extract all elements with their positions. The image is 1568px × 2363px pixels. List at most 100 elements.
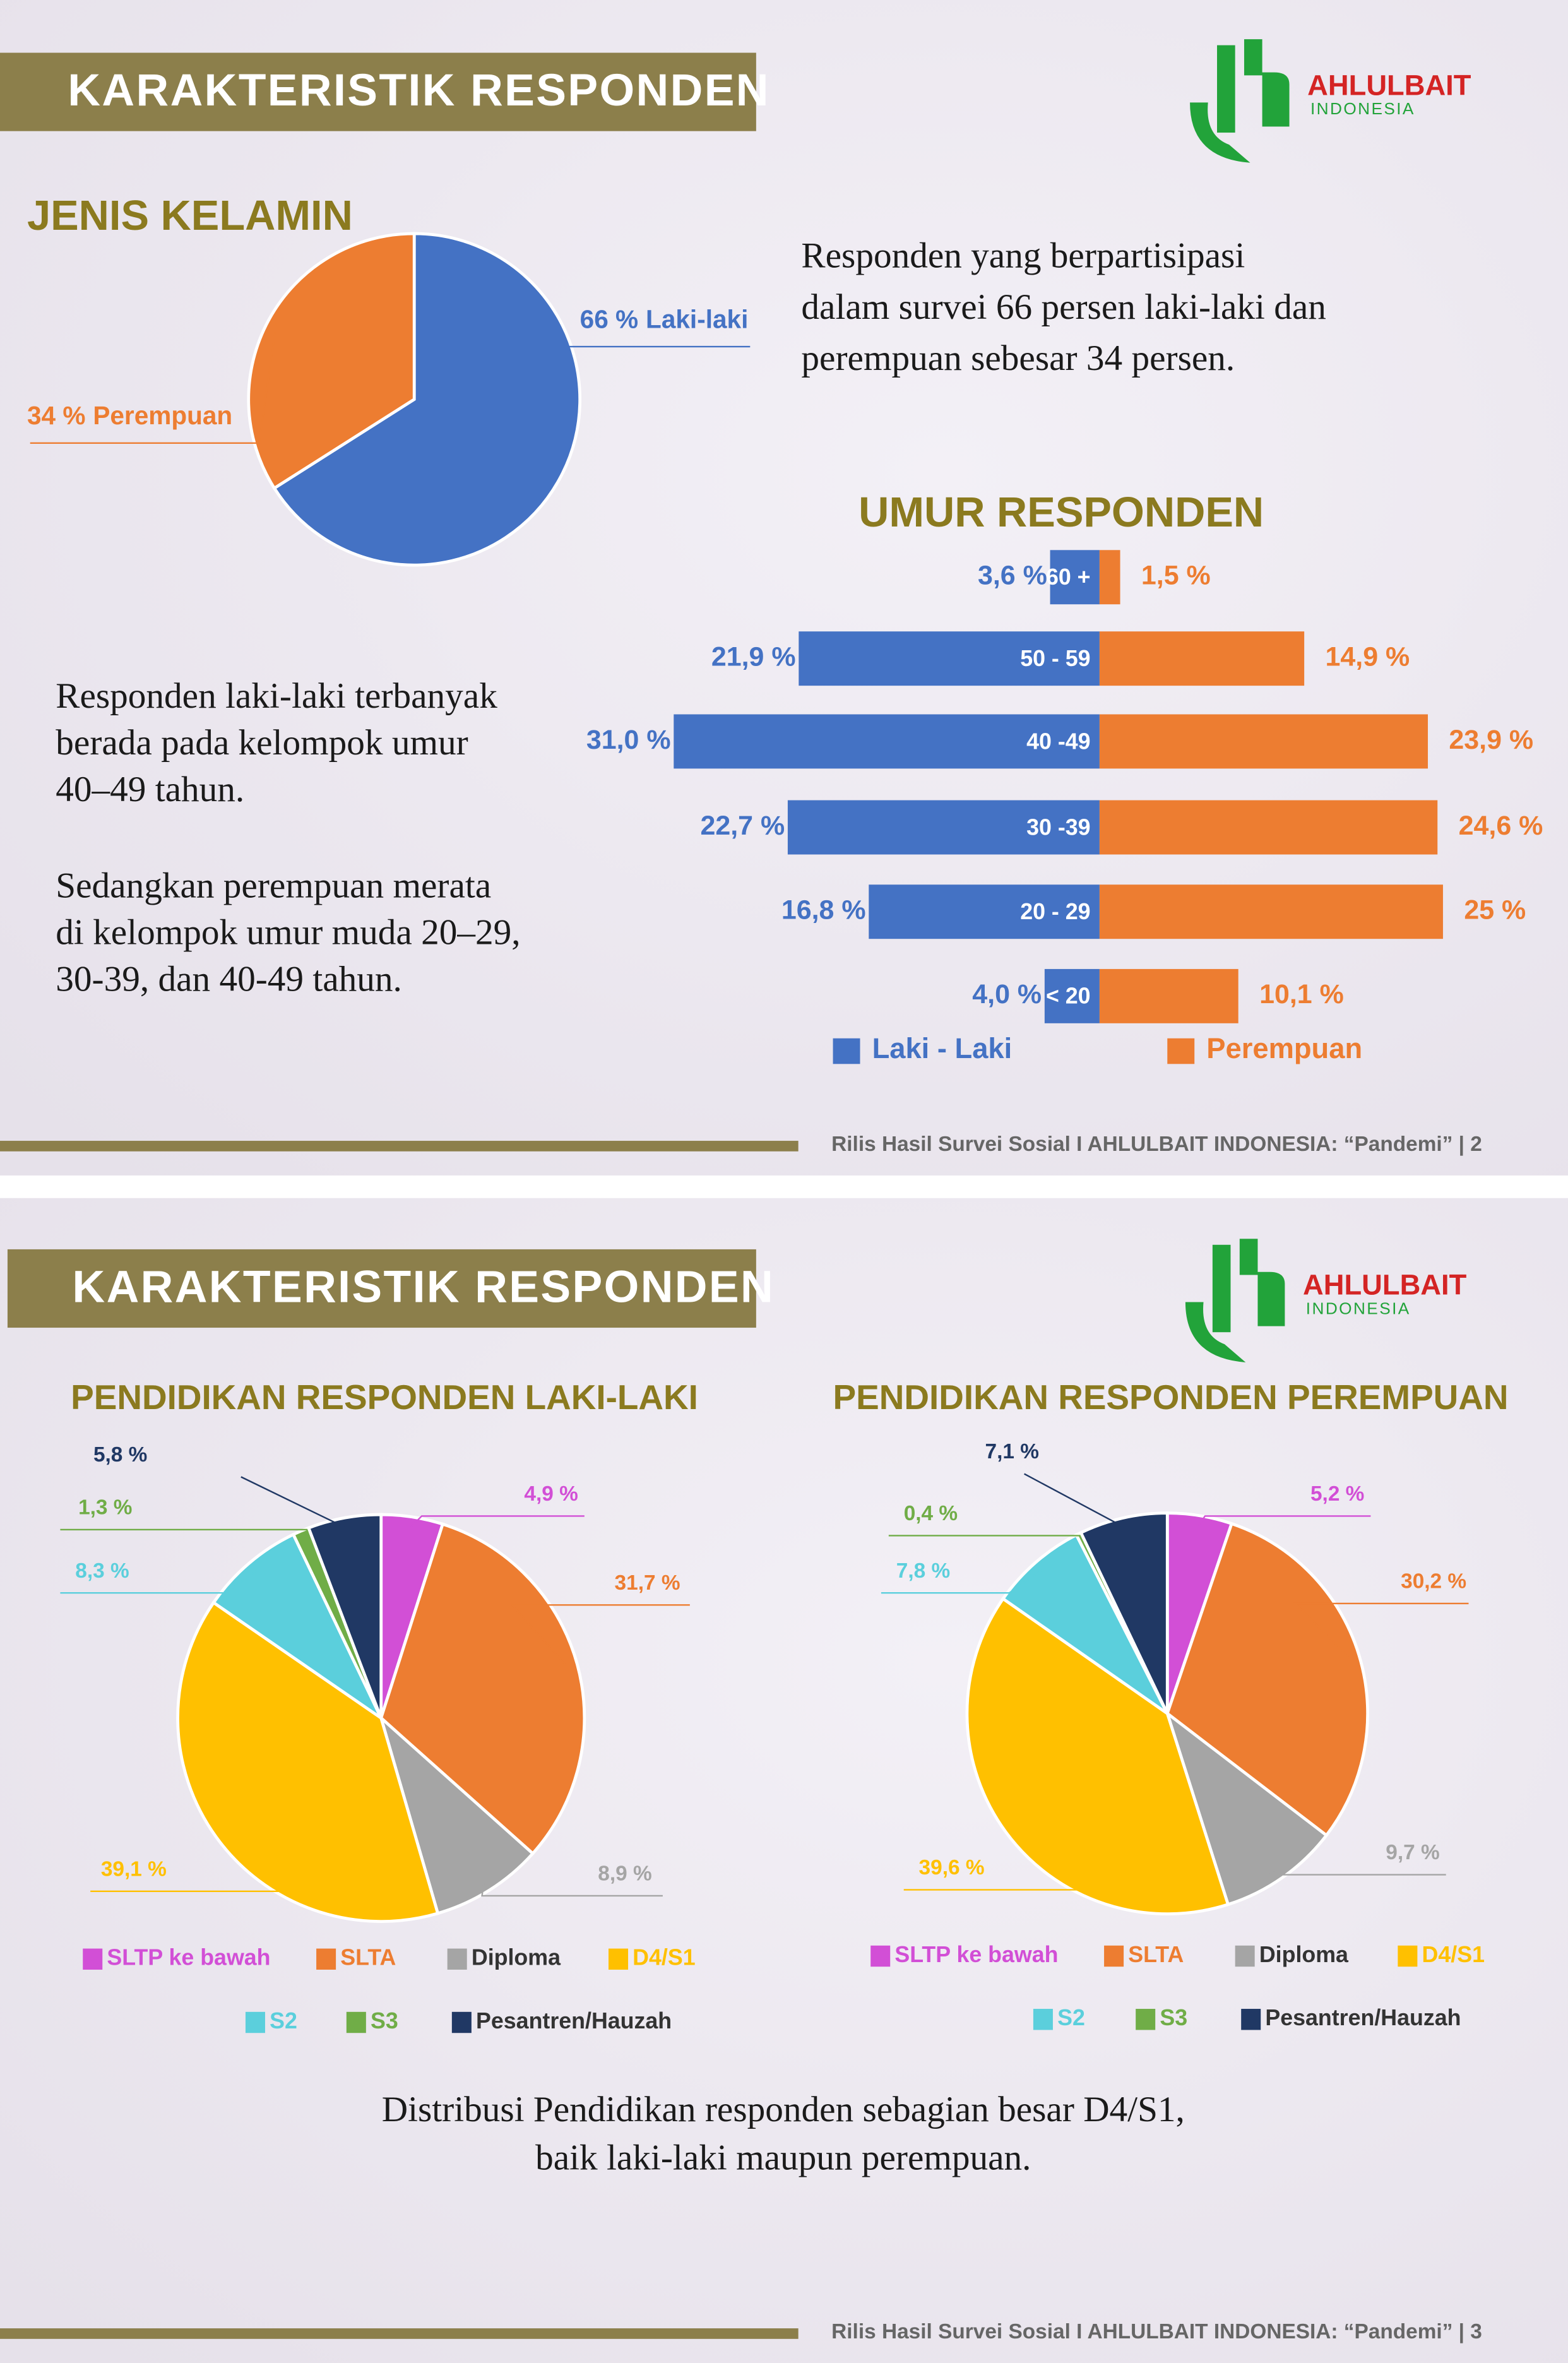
- legend-swatch: [1235, 1945, 1255, 1967]
- chart-title: JENIS KELAMIN: [27, 193, 353, 239]
- leader-line: [60, 1570, 256, 1594]
- footer-bar: [0, 2328, 799, 2339]
- title-bar: [7, 1249, 756, 1328]
- data-label-value: 7,8 %: [896, 1559, 950, 1583]
- data-label: 10,1 %: [1259, 979, 1344, 1009]
- data-label-value: 66 %: [580, 304, 638, 333]
- legend-label: D4/S1: [1422, 1942, 1485, 1967]
- legend-label: Pesantren/Hauzah: [1265, 2005, 1461, 2030]
- data-label-value: 5,8 %: [93, 1443, 147, 1467]
- data-label: 25 %: [1464, 895, 1526, 926]
- category-label: 60 +: [1046, 564, 1091, 590]
- legend-label: SLTA: [340, 1945, 396, 1970]
- paragraph-line: Responden laki-laki terbanyak: [56, 676, 497, 716]
- leader-line: [1197, 1515, 1371, 1527]
- chart-title: PENDIDIKAN RESPONDEN LAKI-LAKI: [71, 1378, 698, 1417]
- pie-slice: [176, 1600, 440, 1923]
- data-label-value: 31,7 %: [615, 1571, 680, 1595]
- data-label-value: 5,2 %: [1310, 1482, 1364, 1506]
- legend-label: SLTP ke bawah: [894, 1942, 1058, 1967]
- data-label: 7,8 %: [896, 1559, 950, 1583]
- leader-line: [90, 1830, 304, 1893]
- leader-line: [903, 1826, 1079, 1891]
- data-label-value: 8,9 %: [598, 1862, 651, 1885]
- paragraph-line: Responden yang berpartisipasi: [801, 236, 1245, 276]
- data-label-category: Laki-laki: [646, 304, 748, 333]
- leader-line: [241, 1476, 347, 1529]
- data-label: 5,2 %: [1310, 1482, 1364, 1506]
- logo-mark: [1239, 1239, 1285, 1326]
- leader-line: [1264, 1868, 1446, 1876]
- legend-swatch: [316, 1948, 336, 1970]
- footer-bar: [0, 1141, 799, 1152]
- data-label: 0,4 %: [904, 1502, 958, 1525]
- data-label-value: 39,6 %: [919, 1856, 985, 1879]
- paragraph-line: 40–49 tahun.: [56, 770, 244, 809]
- bar: [1044, 968, 1100, 1023]
- footer-text: Rilis Hasil Survei Sosial I AHLULBAIT IN…: [831, 1133, 1482, 1156]
- data-label-value: 0,4 %: [904, 1502, 958, 1525]
- pie-slice: [378, 1713, 535, 1915]
- data-label: 5,8 %: [93, 1443, 147, 1467]
- pie-slice: [965, 1597, 1230, 1916]
- legend-label: SLTP ke bawah: [107, 1945, 270, 1970]
- data-label-value: 30,2 %: [1401, 1569, 1466, 1593]
- logo-mark: [1190, 102, 1250, 163]
- legend-swatch: [245, 2011, 265, 2033]
- paragraph-line: baik laki-laki maupun perempuan.: [535, 2138, 1031, 2177]
- data-label: 1,3 %: [78, 1496, 132, 1519]
- logo-subtext: INDONESIA: [1306, 1299, 1411, 1318]
- pie-slice: [247, 232, 416, 491]
- category-label: < 20: [1046, 984, 1091, 1009]
- data-label: 8,9 %: [598, 1862, 651, 1885]
- paragraph-line: di kelompok umur muda 20–29,: [56, 913, 520, 953]
- data-label: 31,0 %: [586, 725, 671, 755]
- legend-label: D4/S1: [633, 1945, 695, 1970]
- data-label: 14,9 %: [1326, 642, 1410, 672]
- pie-slice: [1165, 1521, 1370, 1838]
- pie-slice: [1001, 1533, 1169, 1715]
- paragraph-line: dalam survei 66 persen laki-laki dan: [801, 287, 1326, 327]
- legend-label: Diploma: [1259, 1942, 1349, 1967]
- title-bar: [0, 52, 756, 131]
- leader-line: [881, 1569, 1043, 1594]
- data-label-value: 4,9 %: [524, 1482, 578, 1506]
- leader-line: [481, 1881, 663, 1897]
- slide-title: KARAKTERISTIK RESPONDEN: [73, 1261, 775, 1312]
- bar: [1099, 884, 1443, 939]
- pie-slice: [379, 1522, 586, 1856]
- legend-label: Pesantren/Hauzah: [476, 2008, 672, 2033]
- bar: [674, 714, 1100, 769]
- logo-subtext: INDONESIA: [1310, 99, 1415, 118]
- legend-label: S3: [1160, 2005, 1187, 2030]
- data-label-value: 8,3 %: [75, 1559, 129, 1583]
- legend-swatch: [1241, 2009, 1261, 2030]
- legend-label: S3: [371, 2008, 398, 2033]
- slides: KARAKTERISTIK RESPONDEN AHLULBAITINDONESI…: [0, 39, 1482, 2343]
- logo-mark: [1217, 45, 1235, 133]
- pie-slice: [1164, 1709, 1329, 1907]
- data-label: 21,9 %: [711, 642, 796, 672]
- chart-title: UMUR RESPONDEN: [858, 489, 1264, 536]
- logo-mark: [1185, 1302, 1246, 1362]
- legend-swatch: [346, 2011, 366, 2033]
- data-label-category: Perempuan: [93, 401, 232, 430]
- data-label: 16,8 %: [781, 895, 866, 926]
- data-label: 34 % Perempuan: [27, 401, 232, 430]
- legend-swatch: [83, 1948, 103, 1970]
- logo-text: AHLULBAIT: [1307, 69, 1471, 101]
- paragraph-line: Distribusi Pendidikan responden sebagian…: [382, 2090, 1185, 2129]
- chart: PENDIDIKAN RESPONDEN PEREMPUAN 5,2 % SLTP …: [833, 1378, 1509, 2030]
- legend-swatch: [447, 1948, 467, 1970]
- data-label: 66 % Laki-laki: [580, 304, 749, 333]
- legend-swatch: [1033, 2009, 1053, 2030]
- data-label: 22,7 %: [700, 811, 785, 841]
- footer-text: Rilis Hasil Survei Sosial I AHLULBAIT IN…: [831, 2320, 1482, 2343]
- legend-label: Laki - Laki: [872, 1032, 1013, 1064]
- legend-swatch: [1104, 1945, 1124, 1967]
- paragraph-line: Sedangkan perempuan merata: [56, 866, 491, 906]
- legend-swatch: [870, 1945, 891, 1967]
- bar: [1099, 800, 1438, 855]
- legend-label: Diploma: [472, 1945, 561, 1970]
